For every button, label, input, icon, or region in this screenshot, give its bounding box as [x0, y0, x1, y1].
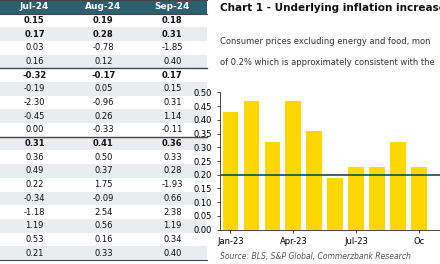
Text: 0.41: 0.41: [93, 139, 114, 148]
Bar: [0, 68, 207, 82]
Text: Chart 1 - Underlying inflation increased again: Chart 1 - Underlying inflation increased…: [220, 3, 440, 13]
Text: 2.38: 2.38: [163, 208, 182, 216]
Text: 0.16: 0.16: [94, 235, 113, 244]
Bar: [0, 82, 207, 96]
Text: 0.17: 0.17: [24, 30, 45, 39]
Bar: [0, 164, 207, 178]
Text: Source: BLS, S&P Global, Commerzbank Research: Source: BLS, S&P Global, Commerzbank Res…: [220, 252, 411, 261]
Text: 1.19: 1.19: [163, 221, 182, 230]
Bar: [0, 0, 207, 14]
Text: Jul-24: Jul-24: [20, 2, 49, 11]
Text: 0.50: 0.50: [94, 153, 113, 162]
Text: Aug-24: Aug-24: [85, 2, 121, 11]
Text: 0.49: 0.49: [25, 167, 44, 176]
Text: -1.85: -1.85: [161, 43, 183, 52]
Text: 1.19: 1.19: [25, 221, 44, 230]
Text: -0.11: -0.11: [161, 125, 183, 134]
Text: 0.33: 0.33: [163, 153, 182, 162]
Text: 1.14: 1.14: [163, 112, 182, 121]
Text: 0.66: 0.66: [163, 194, 182, 203]
Text: of 0.2% which is approximately consistent with the: of 0.2% which is approximately consisten…: [220, 58, 435, 67]
Text: 0.31: 0.31: [162, 30, 183, 39]
Text: Consumer prices excluding energy and food, mon: Consumer prices excluding energy and foo…: [220, 37, 430, 46]
Text: 0.19: 0.19: [93, 16, 114, 25]
Bar: [390, 142, 406, 230]
Bar: [306, 131, 322, 230]
Text: 0.26: 0.26: [94, 112, 113, 121]
Text: 0.28: 0.28: [93, 30, 114, 39]
Text: 0.31: 0.31: [163, 98, 182, 107]
Bar: [369, 167, 385, 230]
Bar: [0, 219, 207, 233]
Text: 0.37: 0.37: [94, 167, 113, 176]
Bar: [0, 233, 207, 246]
Text: 0.56: 0.56: [94, 221, 113, 230]
Text: -0.78: -0.78: [92, 43, 114, 52]
Text: 0.03: 0.03: [25, 43, 44, 52]
Text: 0.53: 0.53: [25, 235, 44, 244]
Text: 0.36: 0.36: [25, 153, 44, 162]
Bar: [0, 55, 207, 68]
Text: -0.33: -0.33: [92, 125, 114, 134]
Bar: [0, 246, 207, 260]
Bar: [0, 178, 207, 191]
Bar: [0, 27, 207, 41]
Text: 0.17: 0.17: [162, 71, 183, 80]
Text: -2.30: -2.30: [24, 98, 45, 107]
Text: -1.93: -1.93: [161, 180, 183, 189]
Text: 0.15: 0.15: [24, 16, 45, 25]
Bar: [0, 110, 207, 123]
Bar: [0, 41, 207, 55]
Text: 0.00: 0.00: [25, 125, 44, 134]
Bar: [0, 205, 207, 219]
Text: 0.22: 0.22: [25, 180, 44, 189]
Bar: [244, 101, 259, 230]
Bar: [286, 101, 301, 230]
Text: 0.40: 0.40: [163, 249, 182, 258]
Text: -0.32: -0.32: [22, 71, 47, 80]
Bar: [411, 167, 427, 230]
Text: 0.18: 0.18: [162, 16, 183, 25]
Text: Sep-24: Sep-24: [154, 2, 190, 11]
Bar: [0, 191, 207, 205]
Bar: [348, 167, 364, 230]
Text: 0.40: 0.40: [163, 57, 182, 66]
Bar: [223, 112, 238, 230]
Text: 0.05: 0.05: [94, 84, 113, 93]
Text: 0.31: 0.31: [24, 139, 45, 148]
Bar: [0, 96, 207, 110]
Text: -0.17: -0.17: [91, 71, 116, 80]
Text: 0.15: 0.15: [163, 84, 182, 93]
Text: 0.36: 0.36: [162, 139, 183, 148]
Bar: [0, 14, 207, 27]
Bar: [0, 150, 207, 164]
Text: 0.12: 0.12: [94, 57, 113, 66]
Bar: [0, 123, 207, 137]
Text: -0.09: -0.09: [93, 194, 114, 203]
Text: 0.34: 0.34: [163, 235, 182, 244]
Text: 0.21: 0.21: [25, 249, 44, 258]
Text: 0.33: 0.33: [94, 249, 113, 258]
Text: -0.34: -0.34: [24, 194, 45, 203]
Text: -0.45: -0.45: [24, 112, 45, 121]
Text: -0.19: -0.19: [24, 84, 45, 93]
Bar: [0, 137, 207, 150]
Text: 1.75: 1.75: [94, 180, 113, 189]
Text: -1.18: -1.18: [24, 208, 45, 216]
Text: 0.28: 0.28: [163, 167, 182, 176]
Bar: [327, 177, 343, 230]
Bar: [264, 142, 280, 230]
Text: -0.96: -0.96: [93, 98, 114, 107]
Text: 0.16: 0.16: [25, 57, 44, 66]
Text: 2.54: 2.54: [94, 208, 113, 216]
